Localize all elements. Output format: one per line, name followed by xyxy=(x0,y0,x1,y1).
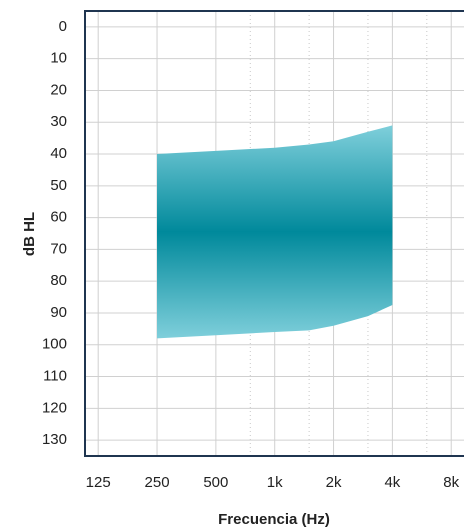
y-tick-label: 20 xyxy=(50,81,67,98)
y-tick-label: 100 xyxy=(42,336,67,353)
y-tick-label: 110 xyxy=(43,368,67,385)
x-tick-label: 1k xyxy=(267,474,283,491)
x-tick-label: 125 xyxy=(86,474,111,491)
y-tick-label: 40 xyxy=(50,145,67,162)
y-tick-label: 30 xyxy=(50,113,67,130)
x-tick-label: 4k xyxy=(384,474,400,491)
x-tick-label: 250 xyxy=(145,474,170,491)
axes: 0 10 20 30 40 50 60 70 80 90 100 110 120 130 125 250 500… xyxy=(42,10,464,491)
hearing-range-area xyxy=(157,125,393,339)
y-tick-label: 120 xyxy=(42,399,67,416)
y-tick-label: 70 xyxy=(50,240,67,257)
x-tick-label: 2k xyxy=(326,474,342,491)
y-tick-label: 50 xyxy=(50,177,67,194)
x-axis-label: Frecuencia (Hz) xyxy=(218,511,330,528)
marks xyxy=(157,125,393,339)
x-tick-label: 8k xyxy=(443,474,459,491)
x-tick-label: 500 xyxy=(203,474,228,491)
y-tick-label: 10 xyxy=(50,50,67,67)
y-tick-label: 80 xyxy=(50,272,67,289)
y-tick-label: 130 xyxy=(42,431,67,448)
y-axis-label: dB HL xyxy=(21,212,38,256)
y-tick-label: 90 xyxy=(50,304,67,321)
y-tick-label: 60 xyxy=(50,209,67,226)
y-tick-label: 0 xyxy=(59,18,67,35)
